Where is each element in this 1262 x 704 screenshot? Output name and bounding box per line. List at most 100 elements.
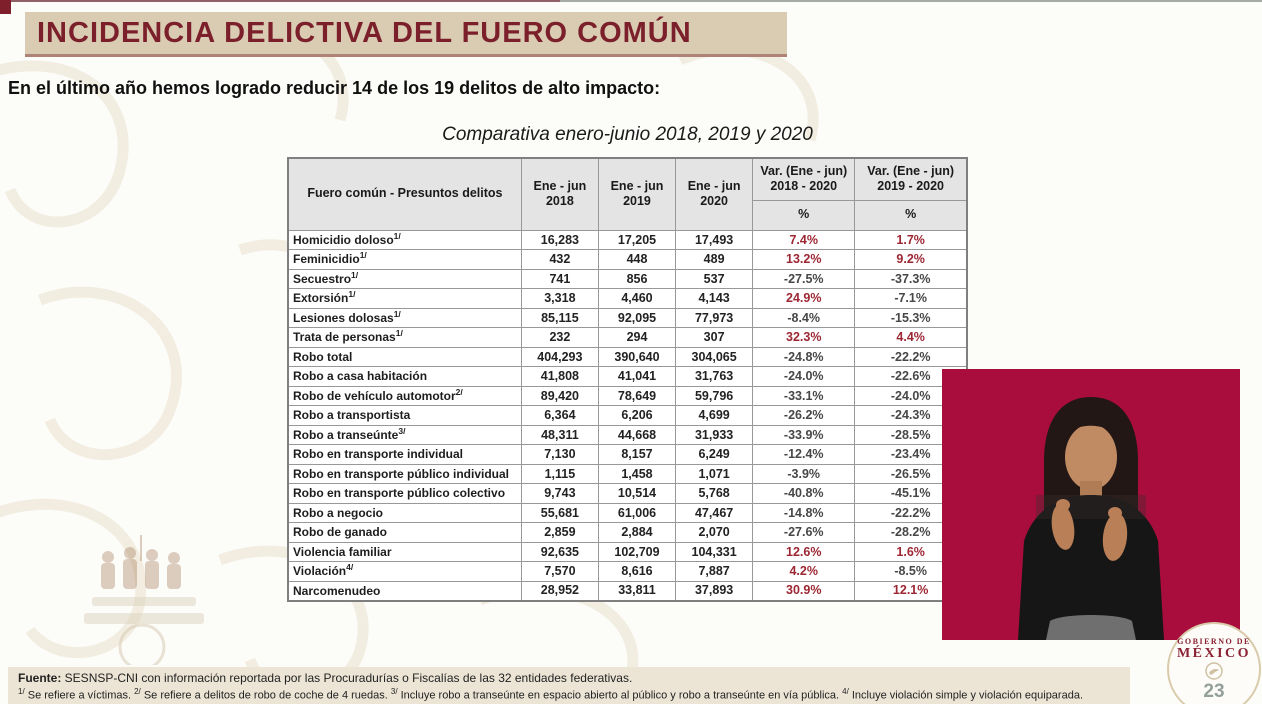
header-2019-line1: Ene - jun	[610, 178, 664, 193]
count-cell: 2,070	[675, 522, 754, 543]
header-2018-line2: 2018	[545, 194, 574, 209]
count-cell: 4,699	[675, 405, 754, 426]
count-cell: 59,796	[675, 385, 754, 406]
variation-cell: -27.6%	[752, 522, 856, 543]
count-cell: 17,493	[675, 229, 754, 250]
header-2020-line1: Ene - jun	[687, 178, 741, 193]
count-cell: 537	[675, 268, 754, 289]
watermark-graphic	[84, 535, 204, 671]
count-cell: 8,157	[597, 444, 677, 465]
count-cell: 8,616	[597, 561, 677, 582]
count-cell: 7,887	[675, 561, 754, 582]
corner-accent-mark	[0, 0, 11, 14]
header-pct-1: %	[752, 199, 856, 231]
table-row: Robo a negocio 55,681 61,006 47,467 -14.8% -2…	[287, 502, 968, 523]
title-bar: INCIDENCIA DELICTIVA DEL FUERO COMÚN	[25, 12, 787, 57]
variation-cell: 30.9%	[752, 580, 856, 601]
table-row: Robo a transeúnte3/48,311 44,668 31,933 -33…	[287, 424, 968, 445]
table-row: Trata de personas1/232 294 307 32.3% 4.4%	[287, 327, 968, 348]
count-cell: 92,635	[520, 541, 599, 562]
source-text: SESNSP-CNI con información reportada por…	[61, 671, 633, 685]
variation-cell: -22.2%	[854, 346, 968, 367]
variation-cell: -12.4%	[752, 444, 856, 465]
variation-cell: -37.3%	[854, 268, 968, 289]
table-row: Violencia familiar 92,635 102,709 104,331 12…	[287, 541, 968, 562]
count-cell: 16,283	[520, 229, 599, 250]
table-row: Robo de ganado 2,859 2,884 2,070 -27.6% -28.2…	[287, 522, 968, 543]
delito-label: Secuestro1/	[287, 268, 522, 289]
delito-label: Violación4/	[287, 561, 522, 582]
count-cell: 489	[675, 249, 754, 270]
count-cell: 741	[520, 268, 599, 289]
count-cell: 856	[597, 268, 677, 289]
delito-label: Robo en transporte público colectivo	[287, 483, 522, 504]
count-cell: 17,205	[597, 229, 677, 250]
count-cell: 7,130	[520, 444, 599, 465]
count-cell: 304,065	[675, 346, 754, 367]
count-cell: 31,933	[675, 424, 754, 445]
pants	[1046, 615, 1136, 640]
logo-line2: MÉXICO	[1176, 646, 1252, 661]
delito-label: Lesiones dolosas1/	[287, 307, 522, 328]
delito-label: Robo de vehículo automotor2/	[287, 385, 522, 406]
delito-label: Narcomenudeo	[287, 580, 522, 601]
variation-cell: -40.8%	[752, 483, 856, 504]
crime-stats-table: Fuero común - Presuntos delitos Ene - ju…	[287, 157, 968, 602]
count-cell: 3,318	[520, 288, 599, 309]
source-line: Fuente: SESNSP-CNI con información repor…	[18, 671, 1120, 685]
hand-right	[1102, 513, 1128, 561]
count-cell: 1,115	[520, 463, 599, 484]
table-row: Robo total 404,293 390,640 304,065 -24.8% -22…	[287, 346, 968, 367]
variation-cell: 4.2%	[752, 561, 856, 582]
top-edge-line	[0, 0, 1262, 2]
delito-label: Trata de personas1/	[287, 327, 522, 348]
count-cell: 41,808	[520, 366, 599, 387]
variation-cell: -33.1%	[752, 385, 856, 406]
eagle-emblem-icon	[1205, 662, 1223, 680]
count-cell: 448	[597, 249, 677, 270]
count-cell: 41,041	[597, 366, 677, 387]
table-row: Secuestro1/741 856 537 -27.5% -37.3%	[287, 268, 968, 289]
logo-line1: GOBIERNO DE	[1177, 637, 1251, 646]
variation-cell: 13.2%	[752, 249, 856, 270]
variation-cell: 9.2%	[854, 249, 968, 270]
delito-label: Robo de ganado	[287, 522, 522, 543]
count-cell: 61,006	[597, 502, 677, 523]
delito-label: Robo total	[287, 346, 522, 367]
header-2019-line2: 2019	[623, 194, 651, 209]
table-row: Extorsión1/3,318 4,460 4,143 24.9% -7.1%	[287, 288, 968, 309]
table-row: Robo en transporte individual 7,130 8,157 6…	[287, 444, 968, 465]
header-2019: Ene - jun 2019	[597, 157, 677, 231]
count-cell: 1,071	[675, 463, 754, 484]
delito-label: Extorsión1/	[287, 288, 522, 309]
variation-cell: -23.4%	[854, 444, 968, 465]
count-cell: 55,681	[520, 502, 599, 523]
header-var2-line1: Var. (Ene - jun)	[867, 163, 955, 178]
count-cell: 48,311	[520, 424, 599, 445]
variation-cell: 24.9%	[752, 288, 856, 309]
variation-cell: -33.9%	[752, 424, 856, 445]
count-cell: 104,331	[675, 541, 754, 562]
subtitle: En el último año hemos logrado reducir 1…	[8, 78, 661, 98]
delito-label: Violencia familiar	[287, 541, 522, 562]
delito-label: Homicidio doloso1/	[287, 229, 522, 250]
table-caption: Comparativa enero-junio 2018, 2019 y 202…	[442, 124, 813, 145]
count-cell: 1,458	[597, 463, 677, 484]
count-cell: 37,893	[675, 580, 754, 601]
variation-cell: 1.6%	[854, 541, 968, 562]
variation-cell: -14.8%	[752, 502, 856, 523]
count-cell: 44,668	[597, 424, 677, 445]
header-2020-line2: 2020	[700, 194, 728, 209]
table-row: Robo de vehículo automotor2/89,420 78,649…	[287, 385, 968, 406]
variation-cell: -24.0%	[752, 366, 856, 387]
count-cell: 2,884	[597, 522, 677, 543]
source-label: Fuente:	[18, 671, 62, 685]
count-cell: 89,420	[520, 385, 599, 406]
header-var-2018-2020: Var. (Ene - jun) 2018 - 2020	[752, 157, 856, 201]
delito-label: Robo a negocio	[287, 502, 522, 523]
count-cell: 4,143	[675, 288, 754, 309]
count-cell: 294	[597, 327, 677, 348]
page-title: INCIDENCIA DELICTIVA DEL FUERO COMÚN	[37, 16, 692, 49]
variation-cell: 32.3%	[752, 327, 856, 348]
face	[1065, 424, 1117, 490]
